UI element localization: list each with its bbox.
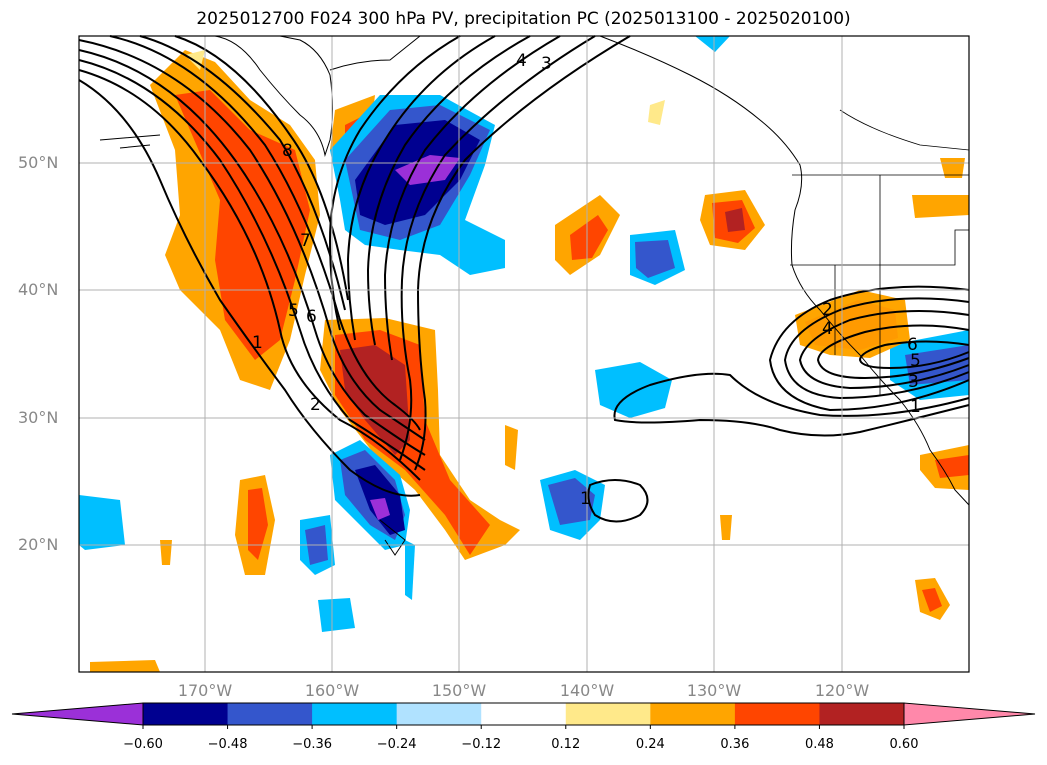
contour-label: 4 <box>516 51 527 71</box>
graticule <box>79 36 969 672</box>
colorbar-segment <box>143 703 229 725</box>
colorbar-segment <box>565 703 651 725</box>
contour-label: 3 <box>908 372 919 392</box>
lon-label: 170°W <box>177 681 233 700</box>
colorbar-tick-label: 0.24 <box>635 737 665 752</box>
lat-label: 40°N <box>18 280 59 299</box>
lat-label: 20°N <box>18 535 59 554</box>
contour-label: 1 <box>252 333 263 353</box>
colorbar-extension-max <box>904 703 1035 725</box>
colorbar-segment <box>396 703 482 725</box>
lon-label: 130°W <box>686 681 742 700</box>
contour-label: 7 <box>300 231 311 251</box>
pv-contours <box>78 35 970 523</box>
state-borders <box>790 109 970 395</box>
map-title: 2025012700 F024 300 hPa PV, precipitatio… <box>196 9 851 29</box>
contour-label: 6 <box>907 335 918 355</box>
colorbar-segment <box>650 703 736 725</box>
contour-label: 5 <box>288 301 299 321</box>
map-frame <box>78 35 970 673</box>
lon-label: 120°W <box>814 681 870 700</box>
contour-label: 8 <box>282 141 293 161</box>
contour-label: 2 <box>822 300 833 320</box>
lat-label: 50°N <box>18 153 59 172</box>
colorbar-extension-min <box>12 703 143 725</box>
contour-label: 6 <box>306 307 317 327</box>
lon-label: 150°W <box>431 681 487 700</box>
colorbar-tick-label: −0.60 <box>123 737 163 752</box>
colorbar-segment <box>819 703 905 725</box>
colorbar-segment <box>312 703 398 725</box>
lon-label: 140°W <box>559 681 615 700</box>
lat-label: 30°N <box>18 408 59 427</box>
contour-label: 4 <box>822 319 833 339</box>
coastlines <box>99 35 970 556</box>
colorbar-segment <box>734 703 820 725</box>
colorbar-tick-label: −0.48 <box>207 737 248 752</box>
colorbar-tick-label: 0.36 <box>720 737 750 752</box>
colorbar-tick-label: −0.12 <box>461 737 502 752</box>
precip-negative-north <box>330 36 730 275</box>
contour-label: 1 <box>580 489 591 509</box>
contour-label: 3 <box>541 54 552 74</box>
lon-label: 160°W <box>304 681 360 700</box>
colorbar-tick-label: 0.12 <box>551 737 581 752</box>
contour-labels: 4 3 8 7 5 6 1 2 2 4 6 5 3 1 1 <box>252 51 921 509</box>
colorbar-tick-label: −0.24 <box>376 737 417 752</box>
colorbar-tick-label: −0.36 <box>292 737 333 752</box>
contour-label: 1 <box>910 397 921 417</box>
contour-label: 5 <box>910 351 921 371</box>
contour-label: 2 <box>310 395 321 415</box>
precip-positive-east <box>90 100 969 672</box>
colorbar-tick-label: 0.48 <box>804 737 834 752</box>
colorbar-segment <box>227 703 313 725</box>
colorbar-segment <box>481 703 567 725</box>
colorbar-tick-label: 0.60 <box>889 737 919 752</box>
